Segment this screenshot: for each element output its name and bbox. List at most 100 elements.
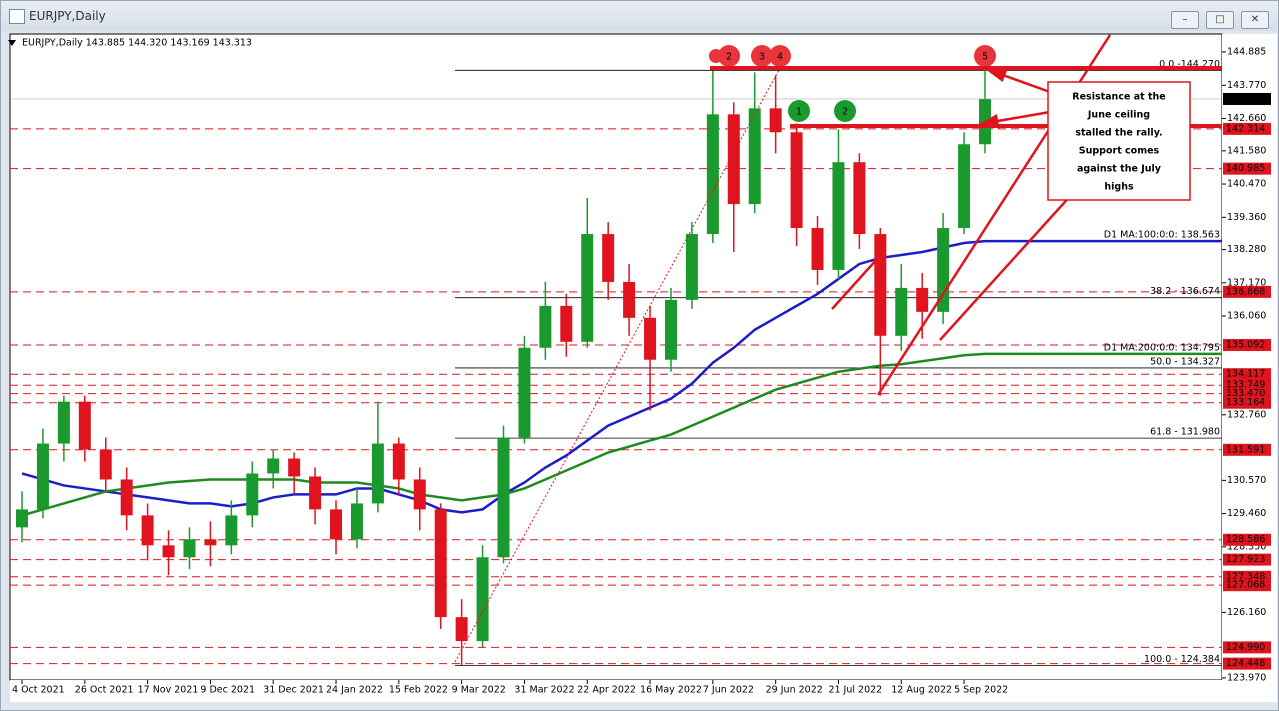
title-bar: EURJPY,Daily – □ ✕ xyxy=(1,1,1278,31)
x-tick-label: 26 Oct 2021 xyxy=(75,685,134,696)
y-tick-label: 138.280 xyxy=(1227,244,1266,255)
x-tick-label: 22 Apr 2022 xyxy=(577,685,636,696)
candle-body xyxy=(141,515,154,546)
candle-body xyxy=(162,545,175,558)
level-label: 140.985 xyxy=(1226,163,1265,174)
level-label-box xyxy=(1223,396,1271,409)
window-icon xyxy=(9,9,25,24)
candle-body xyxy=(685,234,698,300)
callout-line: Support comes xyxy=(1079,146,1160,157)
y-tick-label: 132.760 xyxy=(1227,409,1266,420)
level-label-box xyxy=(1223,579,1271,592)
window-title: EURJPY,Daily xyxy=(29,9,106,23)
candle-body xyxy=(539,305,552,348)
level-label-box xyxy=(1223,641,1271,654)
y-tick-label: 123.970 xyxy=(1227,672,1266,683)
candle-body xyxy=(874,234,887,336)
level-label-box xyxy=(1223,122,1271,135)
y-tick-label: 143.770 xyxy=(1227,80,1266,91)
level-label-box xyxy=(1223,368,1271,381)
candle-body xyxy=(120,479,133,516)
y-tick-label: 137.170 xyxy=(1227,277,1266,288)
close-button[interactable]: ✕ xyxy=(1241,11,1269,29)
marker xyxy=(751,45,773,67)
x-tick-label: 9 Mar 2022 xyxy=(452,685,506,696)
x-tick-label: 15 Feb 2022 xyxy=(389,685,448,696)
candle-body xyxy=(350,503,363,540)
candle-body xyxy=(581,234,594,342)
level-label-box xyxy=(1223,387,1271,400)
restore-button[interactable]: □ xyxy=(1206,11,1234,29)
marker-label: 3 xyxy=(759,52,765,63)
x-tick-label: 7 Jun 2022 xyxy=(703,685,754,696)
candle-body xyxy=(832,162,845,270)
callout-line: June ceiling xyxy=(1087,110,1150,121)
candle-body xyxy=(916,287,929,312)
moving-average xyxy=(21,239,1222,514)
fib-label: 100.0 - 124.384 xyxy=(1144,654,1220,665)
level-label-box xyxy=(1223,657,1271,670)
fib-label: 61.8 - 131.980 xyxy=(1150,427,1220,438)
candle-body xyxy=(246,473,259,516)
level-label: 124.448 xyxy=(1226,658,1265,669)
marker xyxy=(974,45,996,67)
level-label: 142.314 xyxy=(1226,123,1265,134)
x-tick-label: 4 Oct 2021 xyxy=(12,685,65,696)
marker-label: 2 xyxy=(842,107,848,118)
arrow xyxy=(999,72,1051,94)
callout-line: highs xyxy=(1104,182,1134,193)
candle-body xyxy=(895,287,908,336)
arrow xyxy=(991,110,1051,124)
channel-line xyxy=(831,257,879,310)
chart-header: EURJPY,Daily 143.885 144.320 143.169 143… xyxy=(22,38,252,49)
level-label: 133.164 xyxy=(1226,397,1265,408)
marker xyxy=(718,45,740,67)
callout-box xyxy=(1047,81,1191,201)
current-price-box xyxy=(1223,92,1271,105)
moving-average xyxy=(21,352,1222,517)
y-tick-label: 136.060 xyxy=(1227,311,1266,322)
candle-body xyxy=(78,401,91,450)
time-axis xyxy=(10,680,1277,702)
x-tick-label: 24 Jan 2022 xyxy=(326,685,383,696)
x-tick-label: 5 Sep 2022 xyxy=(954,685,1008,696)
candle-body xyxy=(57,401,70,444)
marker-label: 2 xyxy=(726,52,732,63)
candle-body xyxy=(497,437,510,558)
level-label-box xyxy=(1223,533,1271,546)
level-label: 127.348 xyxy=(1226,571,1265,582)
level-label: 128.586 xyxy=(1226,534,1265,545)
candle-body xyxy=(623,281,636,318)
level-label: 131.591 xyxy=(1226,444,1265,455)
x-tick-label: 16 May 2022 xyxy=(640,685,702,696)
candle-body xyxy=(476,557,489,642)
candle-body xyxy=(413,479,426,510)
fib-label: 50.0 - 134.327 xyxy=(1150,356,1220,367)
x-tick-label: 29 Jun 2022 xyxy=(766,685,823,696)
x-tick-label: 17 Nov 2021 xyxy=(138,685,199,696)
candle-body xyxy=(16,509,28,528)
y-tick-label: 144.885 xyxy=(1227,46,1266,57)
ma-label: D1 MA:200:0:0: 134.795 xyxy=(1104,342,1220,353)
candle-body xyxy=(706,114,719,235)
candle-body xyxy=(727,114,740,205)
x-tick-label: 9 Dec 2021 xyxy=(200,685,255,696)
x-tick-label: 21 Jul 2022 xyxy=(828,685,882,696)
plot-area xyxy=(9,33,1223,681)
y-tick-label: 139.360 xyxy=(1227,212,1266,223)
candle-body xyxy=(811,228,824,270)
y-tick-label: 142.660 xyxy=(1227,113,1266,124)
callout-line: Resistance at the xyxy=(1072,92,1165,103)
minimize-button[interactable]: – xyxy=(1171,11,1199,29)
y-tick-label: 141.580 xyxy=(1227,145,1266,156)
level-label: 136.868 xyxy=(1226,286,1265,297)
level-label-box xyxy=(1223,339,1271,352)
y-tick-label: 128.350 xyxy=(1227,541,1266,552)
candle-body xyxy=(99,449,112,480)
candle-body xyxy=(748,108,761,205)
candle-body xyxy=(267,458,280,474)
level-label-box xyxy=(1223,285,1271,298)
x-tick-label: 31 Mar 2022 xyxy=(514,685,574,696)
candle-body xyxy=(602,234,615,282)
marker xyxy=(834,100,856,122)
